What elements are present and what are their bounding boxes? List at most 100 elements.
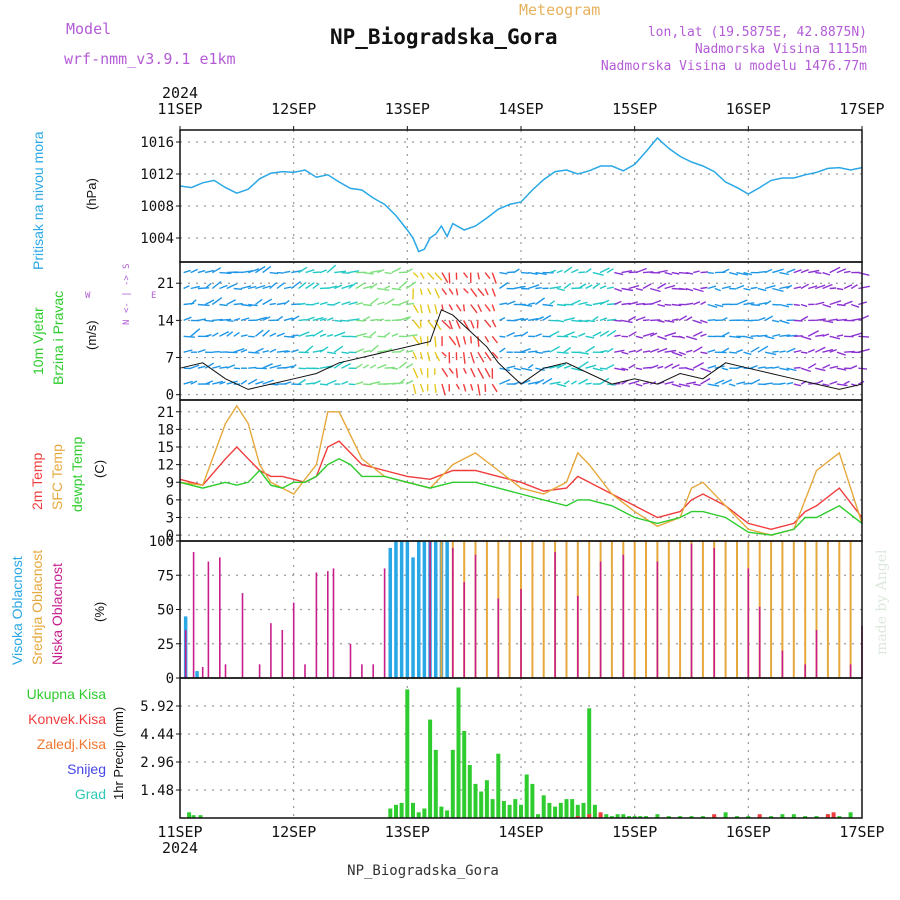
wind-arrow bbox=[606, 286, 614, 290]
wind-arrow bbox=[197, 365, 206, 369]
wind-arrow bbox=[700, 271, 709, 274]
wind-arrow bbox=[462, 336, 467, 345]
wind-arrow bbox=[528, 302, 536, 306]
total-precip-bar bbox=[814, 816, 819, 818]
wind-arrow bbox=[578, 332, 586, 337]
panel-frame bbox=[179, 399, 863, 542]
x-tick-label-bottom: 13SEP bbox=[385, 823, 430, 841]
wind-arrow bbox=[283, 365, 294, 369]
wind-arrow bbox=[499, 316, 506, 322]
wind-arrow bbox=[240, 348, 248, 353]
wind-arrow bbox=[750, 303, 760, 307]
wind-arrow bbox=[520, 367, 533, 372]
wind-arrow bbox=[535, 367, 545, 371]
wind-arrow bbox=[183, 316, 192, 322]
pressure-side-label: Pritisak na nivou mora bbox=[30, 131, 46, 270]
wind-arrow bbox=[764, 335, 775, 340]
conv-precip-bar bbox=[831, 812, 836, 818]
wind-arrow bbox=[262, 265, 272, 274]
wind-arrow bbox=[290, 280, 302, 290]
wind-arrow bbox=[714, 379, 725, 385]
total-precip-bar bbox=[422, 808, 427, 818]
wind-arrow bbox=[513, 367, 522, 371]
low-cloud-bar bbox=[577, 595, 579, 678]
wind-arrow bbox=[650, 287, 661, 293]
y-tick-label: 75 bbox=[157, 568, 174, 584]
wind-arrow bbox=[205, 319, 214, 322]
wind-arrow bbox=[226, 331, 234, 337]
wind-arrow bbox=[211, 267, 222, 274]
wind-arrow bbox=[319, 383, 329, 386]
wind-arrow bbox=[255, 347, 264, 353]
wind-arrow bbox=[341, 301, 351, 306]
wind-arrow bbox=[750, 364, 758, 369]
total-precip-bar bbox=[416, 812, 421, 818]
wind-arrow bbox=[355, 319, 365, 322]
wind-arrow bbox=[585, 345, 596, 353]
wind-arrow bbox=[240, 334, 248, 337]
wind-arrow bbox=[212, 350, 220, 353]
wind-arrow bbox=[254, 298, 263, 306]
wind-arrow bbox=[542, 377, 553, 385]
high-cloud-bar bbox=[434, 541, 438, 678]
wind-arrow bbox=[204, 362, 215, 369]
wind-arrow bbox=[764, 268, 773, 274]
wind-arrow bbox=[700, 367, 712, 373]
wind-arrow bbox=[262, 285, 272, 290]
wind-arrow bbox=[269, 348, 277, 353]
wind-arrow bbox=[729, 351, 737, 354]
wind-arrow bbox=[204, 299, 215, 306]
wind-arrow bbox=[822, 348, 834, 353]
wind-arrow bbox=[692, 346, 703, 353]
wind-arrow bbox=[808, 285, 818, 290]
wind-arrow bbox=[535, 316, 544, 322]
cloud-side-label-2: Srednja Oblacnost bbox=[29, 550, 45, 665]
wind-arrow bbox=[635, 335, 644, 339]
wind-arrow bbox=[829, 287, 837, 290]
wind-arrow bbox=[448, 335, 457, 346]
wind-arrow bbox=[470, 383, 474, 391]
total-precip-bar bbox=[388, 808, 393, 818]
wind-arrow bbox=[549, 330, 560, 337]
total-precip-bar bbox=[609, 816, 614, 818]
wind-arrow bbox=[528, 271, 538, 275]
station-title: NP_Biogradska_Gora bbox=[330, 25, 558, 49]
wind-arrow bbox=[549, 269, 557, 274]
total-precip-bar bbox=[723, 812, 728, 818]
wind-arrow bbox=[334, 284, 343, 290]
wind-arrow bbox=[750, 335, 759, 337]
wind-arrow bbox=[362, 315, 371, 322]
wind-arrow bbox=[269, 332, 277, 337]
wind-arrow bbox=[240, 303, 252, 307]
wind-arrow bbox=[462, 383, 467, 392]
wind-arrow bbox=[477, 336, 480, 347]
wind-arrow bbox=[448, 272, 451, 284]
wind-arrow bbox=[513, 317, 525, 322]
wind-arrow bbox=[463, 272, 469, 279]
total-precip-bar bbox=[191, 815, 196, 818]
wind-arrow bbox=[183, 380, 193, 385]
x-tick-label-top: 13SEP bbox=[385, 100, 430, 118]
wind-arrow bbox=[700, 286, 708, 290]
lonlat-text: lon,lat (19.5875E, 42.8875N) bbox=[648, 25, 867, 40]
wind-arrow bbox=[635, 316, 646, 322]
wind-arrow bbox=[247, 378, 258, 385]
wind-arrow bbox=[334, 319, 343, 323]
wind-arrow bbox=[607, 383, 616, 386]
wind-arrow bbox=[671, 303, 682, 307]
wind-arrow bbox=[657, 269, 668, 274]
wind-arrow bbox=[262, 363, 273, 369]
wind-arrow bbox=[398, 299, 410, 306]
wind-arrow bbox=[248, 285, 257, 290]
wind-arrow bbox=[535, 287, 542, 290]
wind-arrow bbox=[348, 335, 358, 338]
wind-arrow bbox=[290, 315, 300, 322]
wind-arrow bbox=[592, 271, 604, 276]
wind-arrow bbox=[556, 303, 566, 307]
total-precip-bar bbox=[428, 719, 433, 818]
mid-cloud-bar bbox=[542, 541, 545, 678]
wind-arrow bbox=[520, 271, 530, 274]
wind-arrow bbox=[836, 367, 847, 371]
mid-cloud-bar bbox=[849, 541, 852, 678]
wind-arrow bbox=[779, 350, 786, 353]
